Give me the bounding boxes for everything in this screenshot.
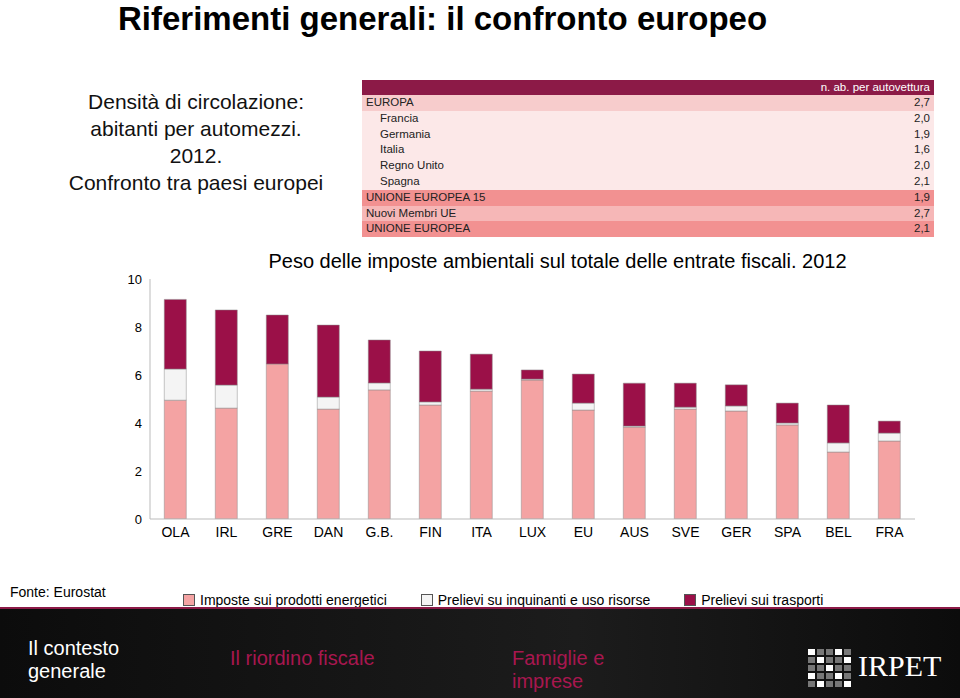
- html-text:Germania: Germania: [380, 127, 431, 140]
- html-text:Confronto tra paesi europei: Confronto tra paesi europei: [68, 171, 324, 194]
- svg-text:FRA: FRA: [876, 524, 905, 540]
- svg-text:GER: GER: [721, 524, 751, 540]
- html-text:Densità di circolazione:: Densità di circolazione:: [88, 90, 304, 113]
- html-text:IRPET: IRPET: [858, 649, 942, 682]
- html-text:Italia: Italia: [380, 143, 405, 156]
- html-text:1,9: 1,9: [914, 190, 930, 203]
- html-text:abitanti per automezzi.: abitanti per automezzi.: [90, 117, 302, 140]
- html-text:Francia: Francia: [380, 111, 419, 124]
- svg-text:4: 4: [135, 416, 142, 431]
- html-text:EUROPA: EUROPA: [366, 96, 414, 108]
- html-text:Nuovi Membri UE: Nuovi Membri UE: [366, 206, 457, 219]
- html-text:2,1: 2,1: [914, 222, 930, 235]
- html-text:1,6: 1,6: [914, 143, 930, 156]
- svg-text:BEL: BEL: [825, 524, 852, 540]
- svg-text:AUS: AUS: [620, 524, 649, 540]
- html-text:Il riordino fiscale: Il riordino fiscale: [230, 647, 375, 669]
- svg-text:ITA: ITA: [471, 524, 492, 540]
- html-text:2012.: 2012.: [169, 144, 223, 167]
- svg-text:LUX: LUX: [519, 524, 547, 540]
- html-text:2,0: 2,0: [914, 159, 930, 172]
- svg-text:0: 0: [135, 512, 142, 527]
- html-text:Spagna: Spagna: [380, 175, 420, 187]
- html-text:2,7: 2,7: [914, 96, 930, 108]
- html-text:2,7: 2,7: [914, 206, 930, 219]
- svg-text:IRL: IRL: [216, 524, 238, 540]
- svg-text:GRE: GRE: [262, 524, 292, 540]
- html-text:Famiglie e imprese: Famiglie e imprese: [512, 647, 605, 692]
- svg-text:2: 2: [135, 464, 142, 479]
- svg-text:EU: EU: [574, 524, 593, 540]
- html-text:Regno Unito: Regno Unito: [380, 159, 444, 172]
- html-text:1,9: 1,9: [914, 127, 930, 140]
- html-text:Prelievi sui trasporti: Prelievi sui trasporti: [701, 592, 824, 608]
- html-text:Il contesto generale: Il contesto generale: [28, 637, 120, 682]
- html-text:Fonte: Eurostat: Fonte: Eurostat: [10, 584, 106, 600]
- svg-text:G.B.: G.B.: [365, 524, 393, 540]
- svg-text:OLA: OLA: [161, 524, 190, 540]
- svg-text:SPA: SPA: [774, 524, 802, 540]
- html-text:Prelievi su inquinanti e uso r: Prelievi su inquinanti e uso risorse: [437, 592, 651, 608]
- html-text:Peso delle imposte ambientali: Peso delle imposte ambientali sul totale…: [268, 250, 847, 272]
- svg-text:6: 6: [135, 368, 142, 383]
- svg-text:8: 8: [135, 320, 142, 335]
- svg-text:SVE: SVE: [671, 524, 699, 540]
- html-text:2,0: 2,0: [914, 111, 930, 124]
- html-text:UNIONE EUROPEA: UNIONE EUROPEA: [366, 222, 471, 235]
- html-text:UNIONE EUROPEA 15: UNIONE EUROPEA 15: [366, 190, 486, 203]
- svg-text:FIN: FIN: [419, 524, 442, 540]
- html-text:Riferimenti generali: il confr: Riferimenti generali: il confronto europ…: [118, 0, 768, 37]
- svg-text:10: 10: [128, 272, 142, 287]
- html-text:n. ab. per autovettura: n. ab. per autovettura: [820, 81, 930, 93]
- html-text:Imposte sui prodotti energetic: Imposte sui prodotti energetici: [200, 592, 387, 608]
- svg-text:DAN: DAN: [314, 524, 344, 540]
- html-text:2,1: 2,1: [914, 175, 930, 187]
